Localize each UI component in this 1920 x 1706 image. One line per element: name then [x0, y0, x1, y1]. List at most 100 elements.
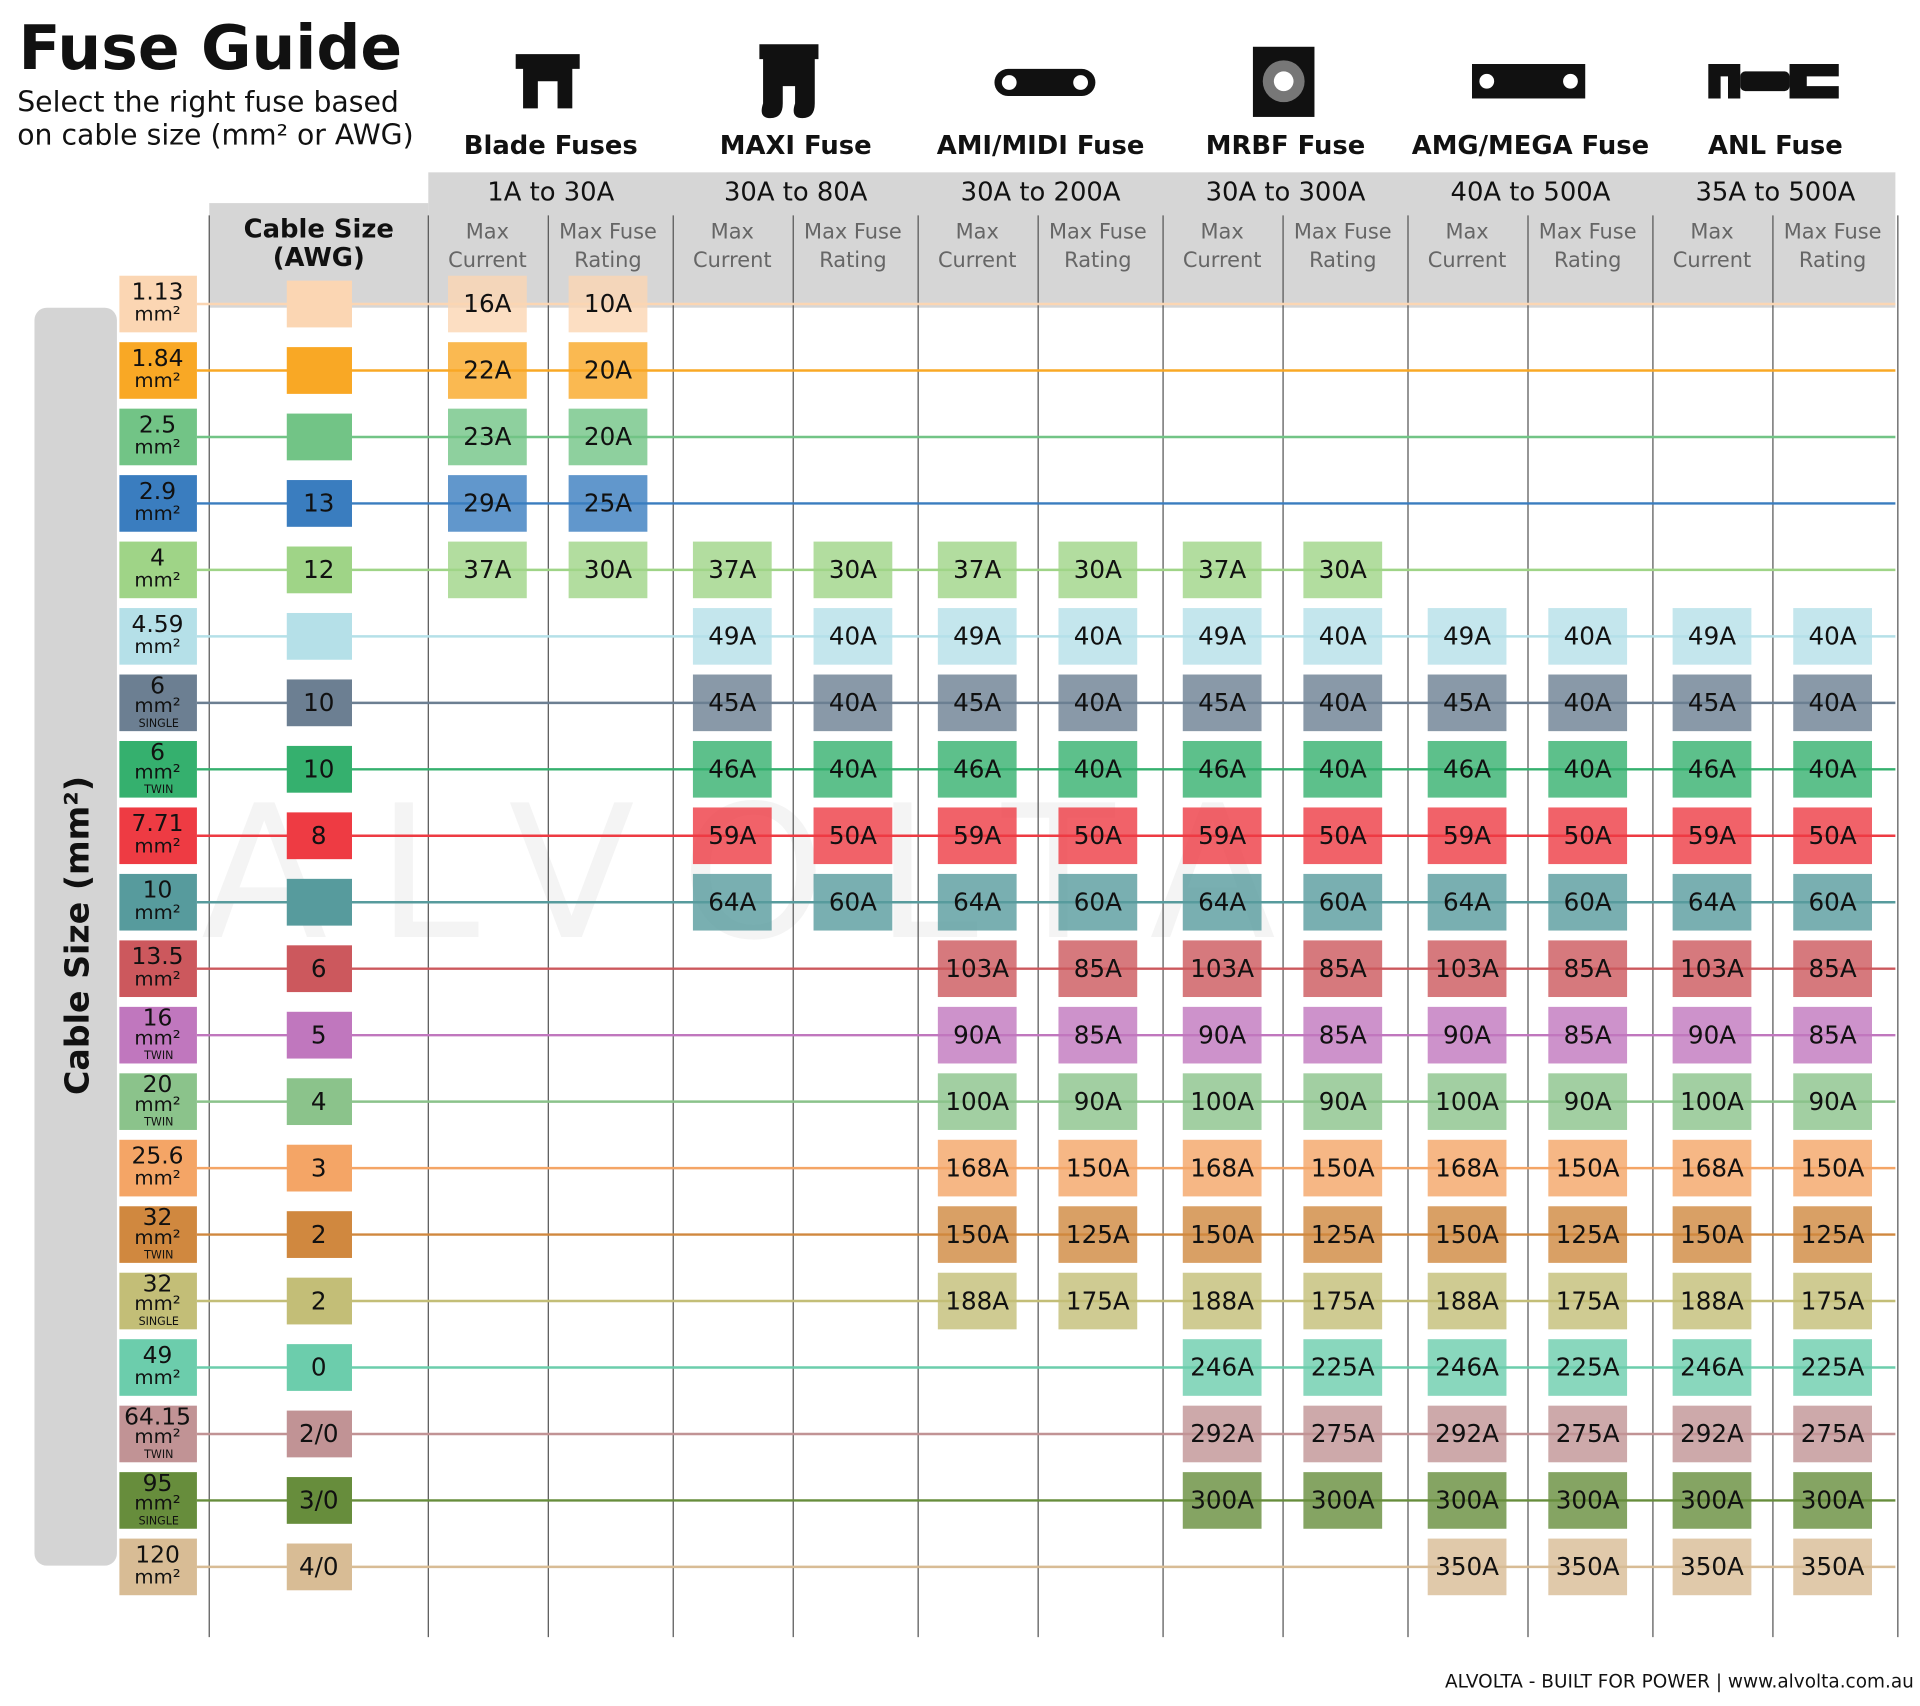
size-box — [119, 674, 197, 732]
side-label: Cable Size (mm²) — [57, 776, 96, 1095]
fuse-value: 64A — [1443, 887, 1491, 916]
fuse-cell — [1548, 1272, 1628, 1330]
column-header: Max — [1690, 220, 1733, 244]
awg-value: 10 — [303, 755, 334, 784]
fuse-cell — [1793, 608, 1872, 665]
size-unit: mm² — [134, 1026, 180, 1049]
fuse-value: 59A — [953, 821, 1001, 850]
size-note: SINGLE — [139, 717, 179, 730]
fuse-value: 49A — [708, 622, 756, 651]
size-box — [119, 1073, 197, 1130]
fuse-value: 168A — [945, 1153, 1009, 1182]
fuse-value: 59A — [708, 821, 756, 850]
fuse-cell — [1058, 1206, 1138, 1263]
fuse-value: 40A — [1564, 755, 1612, 784]
fuse-cell — [1058, 873, 1138, 931]
fuse-value: 292A — [1190, 1419, 1254, 1448]
column-header: Current — [938, 248, 1017, 272]
fuse-cell — [813, 541, 893, 599]
fuse-value: 46A — [1688, 755, 1736, 784]
fuse-value: 103A — [1680, 954, 1744, 983]
size-box — [119, 541, 197, 599]
fuse-cell — [1548, 740, 1628, 798]
awg-box — [286, 480, 352, 527]
fuse-value: 45A — [1443, 688, 1491, 717]
fuse-cell — [448, 475, 527, 532]
fuse-value: 175A — [1801, 1286, 1865, 1315]
fuse-cell — [1548, 1139, 1628, 1197]
fuse-value: 64A — [953, 887, 1001, 916]
fuse-cell — [937, 807, 1017, 865]
fuse-cell — [692, 807, 772, 865]
fuse-value: 60A — [1809, 887, 1857, 916]
fuse-value: 100A — [1435, 1087, 1499, 1116]
fuse-value: 175A — [1066, 1286, 1130, 1315]
size-box — [119, 740, 197, 798]
fuse-value: 50A — [829, 821, 877, 850]
fuse-value: 292A — [1680, 1419, 1744, 1448]
size-value: 16 — [143, 1004, 173, 1032]
fuse-value: 29A — [463, 489, 511, 518]
awg-value: 5 — [311, 1020, 327, 1049]
fuse-value: 90A — [1809, 1087, 1857, 1116]
fuse-value: 100A — [945, 1087, 1009, 1116]
fuse-cell — [1793, 1405, 1872, 1463]
fuse-value: 150A — [1435, 1220, 1499, 1249]
fuse-cell — [1548, 873, 1628, 931]
fuse-value: 188A — [1435, 1286, 1499, 1315]
fuse-value: 40A — [1319, 755, 1367, 784]
awg-box — [286, 612, 352, 660]
size-value: 32 — [143, 1203, 173, 1231]
watermark: ALVOLTA — [201, 766, 1325, 981]
fuse-value: 25A — [584, 489, 632, 518]
fuse-cell — [692, 541, 772, 599]
fuse-name: Blade Fuses — [464, 131, 638, 161]
size-unit: mm² — [134, 436, 180, 459]
awg-box — [286, 1410, 352, 1458]
column-header: Max Fuse — [804, 220, 902, 244]
fuse-value: 300A — [1556, 1486, 1620, 1515]
fuse-cell — [1182, 541, 1262, 599]
fuse-value: 350A — [1801, 1552, 1865, 1581]
awg-box — [286, 1344, 352, 1391]
fuse-cell — [937, 608, 1017, 665]
fuse-cell — [1427, 1272, 1507, 1330]
fuse-cell — [1427, 1006, 1507, 1064]
fuse-cell — [448, 541, 527, 599]
fuse-name: MRBF Fuse — [1206, 131, 1366, 161]
fuse-range: 30A to 300A — [1206, 178, 1366, 208]
fuse-value: 90A — [1074, 1087, 1122, 1116]
fuse-value: 90A — [1198, 1020, 1246, 1049]
awg-box — [286, 812, 352, 860]
fuse-value: 40A — [1074, 622, 1122, 651]
fuse-cell — [1058, 940, 1138, 998]
fuse-value: 103A — [1435, 954, 1499, 983]
fuse-range: 40A to 500A — [1451, 178, 1611, 208]
fuse-cell — [448, 342, 527, 399]
size-unit: mm² — [134, 1565, 180, 1588]
column-header: Rating — [1554, 248, 1621, 272]
fuse-value: 90A — [1688, 1020, 1736, 1049]
fuse-cell — [1427, 1206, 1507, 1263]
column-header: Rating — [819, 248, 886, 272]
fuse-value: 85A — [1564, 1020, 1612, 1049]
fuse-cell — [1182, 1405, 1262, 1463]
fuse-value: 175A — [1556, 1286, 1620, 1315]
fuse-cell — [1427, 1139, 1507, 1197]
fuse-cell — [1303, 1073, 1383, 1130]
size-note: SINGLE — [139, 1514, 179, 1527]
fuse-value: 175A — [1311, 1286, 1375, 1315]
fuse-value: 90A — [1319, 1087, 1367, 1116]
size-box — [119, 940, 197, 998]
column-header: Max — [711, 220, 754, 244]
fuse-cell — [1427, 1472, 1507, 1529]
fuse-cell — [448, 408, 527, 466]
fuse-value: 246A — [1680, 1353, 1744, 1382]
size-box — [119, 342, 197, 399]
fuse-value: 30A — [829, 555, 877, 584]
size-note: TWIN — [143, 1448, 173, 1461]
size-value: 6 — [150, 738, 165, 766]
fuse-value: 350A — [1435, 1552, 1499, 1581]
fuse-value: 16A — [463, 289, 511, 318]
fuse-cell — [1182, 807, 1262, 865]
